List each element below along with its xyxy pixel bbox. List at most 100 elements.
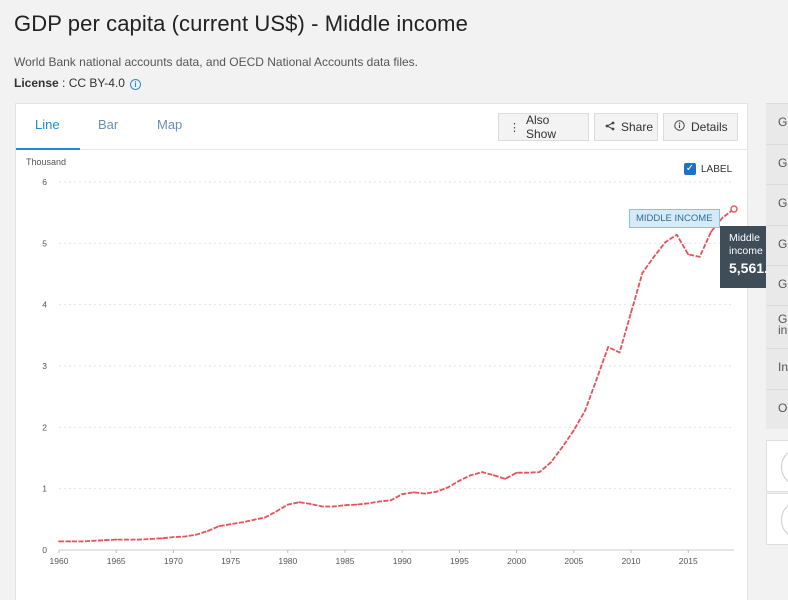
- x-tick-label: 1980: [278, 556, 297, 566]
- data-point: [58, 540, 60, 543]
- license-label: License: [14, 76, 59, 90]
- data-point: [298, 501, 301, 504]
- series-label-tag: MIDDLE INCOME: [629, 209, 720, 228]
- data-point: [161, 537, 163, 540]
- x-tick-label: 2015: [679, 556, 698, 566]
- line-chart: 0 1 2 3 4 5 6 1960 1965 1970 1975 1980 1985 1990 1995 2…: [42, 177, 738, 566]
- data-point: [469, 474, 472, 477]
- data-point: [538, 471, 541, 474]
- data-point: [641, 271, 644, 274]
- related-card[interactable]: [766, 440, 788, 492]
- x-tick-label: 2010: [622, 556, 641, 566]
- y-tick-label: 6: [42, 177, 47, 187]
- data-point: [355, 503, 358, 506]
- related-indicator-item[interactable]: In: [766, 348, 788, 389]
- data-point: [687, 253, 690, 256]
- x-tick-label: 1990: [393, 556, 412, 566]
- data-point: [664, 241, 667, 244]
- license: License : CC BY-4.0 i: [14, 76, 141, 90]
- related-indicator-item[interactable]: G: [766, 103, 788, 144]
- x-tick-label: 1960: [50, 556, 69, 566]
- tooltip-value: 5,561.9: [729, 260, 776, 276]
- related-indicator-item[interactable]: O: [766, 389, 788, 429]
- license-value[interactable]: : CC BY-4.0: [58, 76, 125, 90]
- data-point: [675, 233, 678, 236]
- info-icon[interactable]: i: [129, 79, 141, 90]
- data-point: [229, 523, 232, 526]
- data-point: [138, 538, 140, 541]
- checkbox-checked-icon[interactable]: ✓: [684, 163, 696, 175]
- data-point: [149, 538, 152, 540]
- thumbnail-circle: [781, 447, 788, 487]
- data-point: [595, 377, 598, 380]
- data-point: [572, 429, 575, 432]
- data-point: [103, 539, 106, 542]
- details-button[interactable]: Details: [663, 113, 738, 141]
- data-point: [321, 505, 324, 508]
- data-point: [515, 471, 518, 474]
- related-indicator-item[interactable]: G: [766, 265, 788, 305]
- data-point: [275, 510, 278, 513]
- data-point: [504, 477, 507, 480]
- x-tick-label: 1970: [164, 556, 183, 566]
- highlighted-point: [730, 205, 738, 213]
- label-toggle[interactable]: ✓ LABEL: [684, 163, 732, 175]
- active-tab-indicator: [16, 148, 80, 150]
- data-point: [195, 533, 198, 536]
- x-tick-label: 2005: [564, 556, 583, 566]
- chart-card: Line Bar Map ⋮ Also Show Share Details Th…: [15, 103, 748, 600]
- data-point: [80, 540, 83, 543]
- data-point: [607, 346, 610, 348]
- y-tick-label: 4: [42, 300, 47, 310]
- label-toggle-text: LABEL: [701, 163, 733, 175]
- x-tick-label: 1985: [336, 556, 355, 566]
- page-title: GDP per capita (current US$) - Middle in…: [14, 11, 468, 36]
- data-point: [481, 471, 484, 474]
- chart-tabs: Line Bar Map ⋮ Also Show Share Details: [16, 104, 747, 150]
- data-point: [412, 491, 415, 494]
- x-tick-label: 1965: [107, 556, 126, 566]
- data-point: [458, 479, 461, 482]
- related-indicator-item[interactable]: G: [766, 184, 788, 225]
- tab-line[interactable]: Line: [35, 117, 60, 132]
- tab-bar[interactable]: Bar: [98, 117, 119, 132]
- details-label: Details: [691, 120, 728, 134]
- y-tick-label: 0: [42, 545, 47, 555]
- y-tick-label: 2: [42, 422, 47, 432]
- related-card[interactable]: [766, 493, 788, 545]
- series-line: [59, 208, 735, 543]
- chart-area: Thousand ✓ LABEL 0 1 2 3 4 5 6 1960 1965 1970 1975…: [16, 151, 749, 600]
- y-tick-label: 5: [42, 238, 47, 248]
- x-tick-label: 1995: [450, 556, 469, 566]
- tab-map[interactable]: Map: [157, 117, 183, 132]
- data-point: [435, 490, 438, 493]
- data-point: [401, 493, 404, 496]
- related-indicator-item[interactable]: G: [766, 144, 788, 184]
- data-point: [309, 503, 312, 505]
- data-point: [584, 409, 587, 412]
- data-point: [653, 255, 655, 258]
- related-indicator-item[interactable]: G: [766, 225, 788, 265]
- data-tooltip: Middle income (20 5,561.9: [720, 226, 788, 288]
- data-point: [218, 525, 221, 527]
- data-point: [115, 538, 118, 541]
- more-vertical-icon: ⋮: [509, 121, 520, 134]
- data-point: [92, 539, 95, 542]
- data-point: [618, 351, 621, 354]
- share-label: Share: [621, 120, 654, 134]
- data-point: [630, 311, 632, 314]
- source-note: World Bank national accounts data, and O…: [14, 55, 419, 69]
- data-point: [286, 503, 289, 506]
- info-circle-icon: [674, 120, 685, 134]
- data-point: [698, 255, 701, 258]
- data-point: [561, 446, 564, 448]
- data-point: [424, 492, 427, 495]
- data-point: [69, 540, 72, 543]
- data-point: [332, 505, 335, 508]
- data-point: [183, 535, 186, 538]
- data-point: [241, 521, 243, 524]
- also-show-button[interactable]: ⋮ Also Show: [498, 113, 589, 141]
- share-button[interactable]: Share: [594, 113, 658, 141]
- also-show-label: Also Show: [526, 113, 557, 141]
